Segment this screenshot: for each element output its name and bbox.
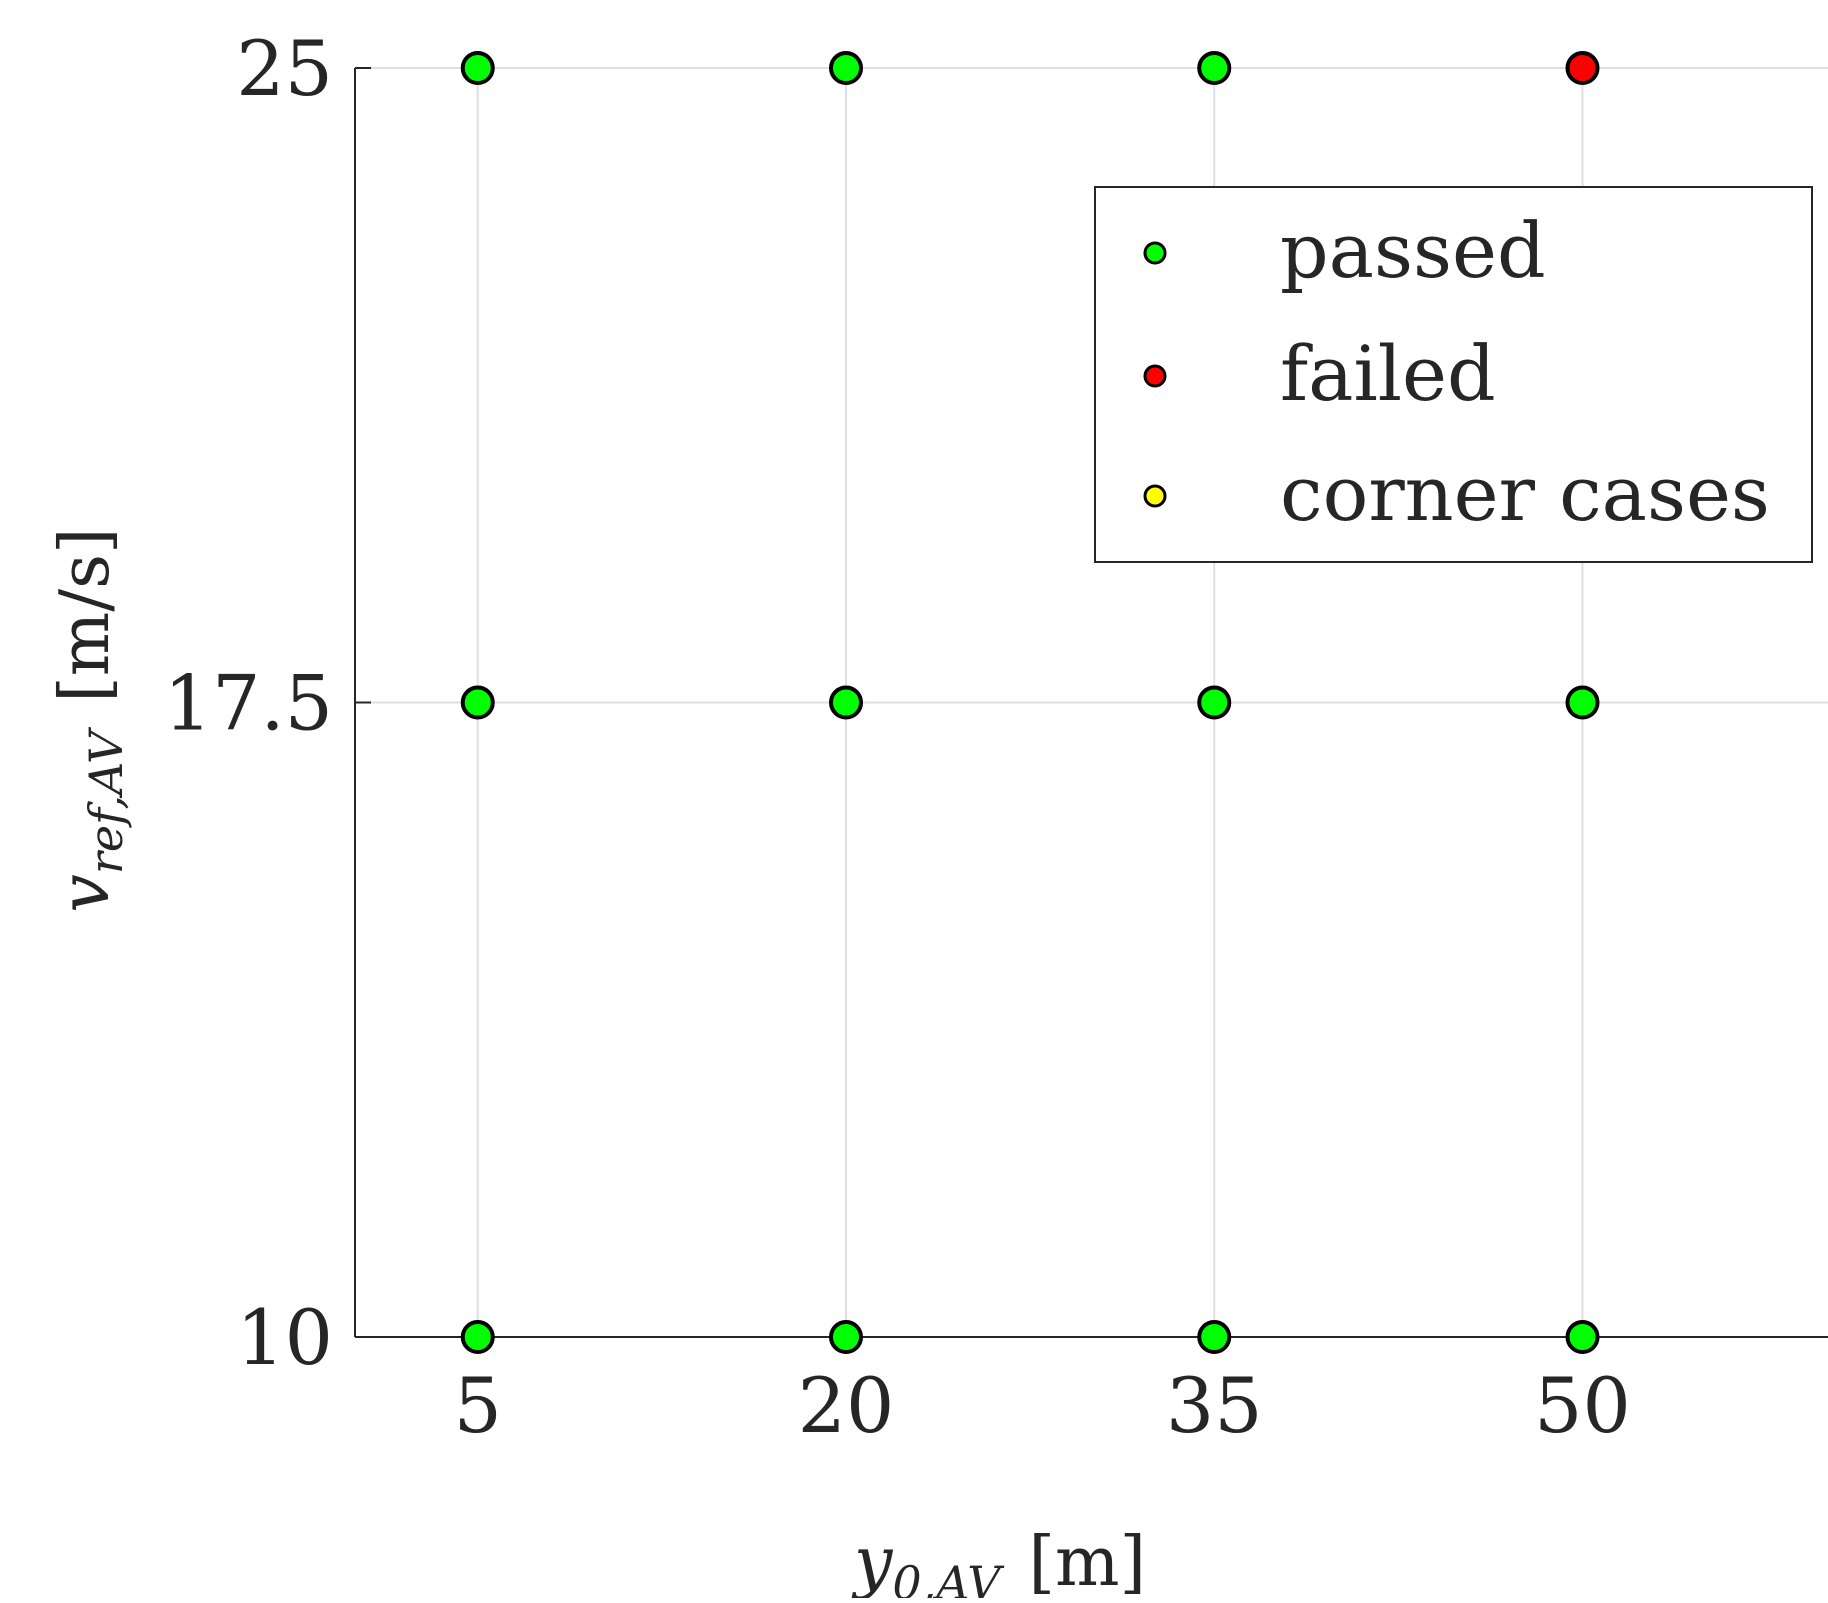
x-axis-label-var: y bbox=[851, 1523, 894, 1598]
legend-label: failed bbox=[1280, 329, 1496, 418]
x-axis-label-unit: [m] bbox=[1028, 1523, 1146, 1598]
legend: passed failed corner cases bbox=[1094, 186, 1813, 563]
data-point-passed bbox=[829, 51, 863, 85]
legend-box bbox=[1094, 186, 1813, 563]
legend-marker bbox=[1143, 484, 1167, 508]
y-axis-label-var: v bbox=[46, 874, 125, 912]
x-tick-label: 35 bbox=[1166, 1361, 1263, 1450]
x-tick-label: 50 bbox=[1534, 1361, 1631, 1450]
legend-items: passed failed corner cases bbox=[1143, 206, 1770, 538]
data-point-passed bbox=[1197, 51, 1232, 85]
data-point-failed bbox=[1565, 51, 1600, 85]
data-point-passed bbox=[1565, 685, 1600, 720]
data-point-passed bbox=[829, 1320, 863, 1354]
data-point-passed bbox=[460, 685, 495, 720]
data-point-passed bbox=[1197, 685, 1232, 720]
y-tick-label: 25 bbox=[236, 24, 333, 113]
y-tick-label: 10 bbox=[236, 1293, 333, 1382]
ticks-layer: 5 20 35 50 10 17.5 25 bbox=[164, 24, 1631, 1450]
x-axis-label-sub: 0,AV bbox=[892, 1556, 1005, 1598]
data-point-passed bbox=[460, 51, 495, 85]
y-axis-label-unit: [m/s] bbox=[46, 527, 125, 702]
data-point-passed bbox=[829, 685, 863, 720]
y-axis-label-sub: ref,AV bbox=[79, 726, 133, 874]
points-layer bbox=[460, 51, 1600, 1354]
x-tick-label: 5 bbox=[454, 1361, 502, 1450]
legend-marker bbox=[1143, 241, 1167, 265]
x-axis-label: y0,AV [m] bbox=[851, 1523, 1146, 1598]
data-point-passed bbox=[1565, 1320, 1600, 1354]
y-axis-label: vref,AV [m/s] bbox=[46, 527, 133, 912]
legend-marker bbox=[1143, 364, 1167, 388]
x-tick-label: 20 bbox=[798, 1361, 895, 1450]
legend-label: passed bbox=[1280, 206, 1546, 295]
data-point-passed bbox=[1197, 1320, 1232, 1354]
y-tick-label: 17.5 bbox=[164, 659, 333, 748]
legend-label: corner cases bbox=[1280, 449, 1770, 538]
data-point-passed bbox=[460, 1320, 495, 1354]
